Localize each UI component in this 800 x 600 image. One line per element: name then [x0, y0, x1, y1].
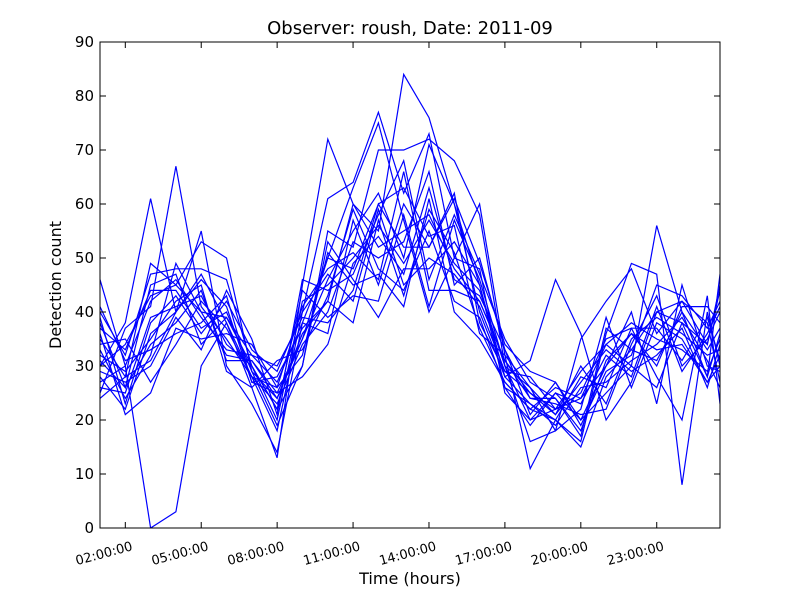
series-line-19 [100, 171, 720, 410]
y-tick-label: 0 [84, 519, 94, 537]
y-axis: 0 10 20 30 40 50 60 70 80 90 [75, 33, 720, 537]
y-tick-label: 50 [75, 249, 94, 267]
series-line-20 [100, 197, 720, 422]
y-tick-label: 10 [75, 465, 94, 483]
series-line-6 [100, 219, 720, 422]
y-tick-label: 20 [75, 411, 94, 429]
y-tick-label: 30 [75, 357, 94, 375]
series-line-10 [100, 207, 720, 416]
chart-title: Observer: roush, Date: 2011-09 [267, 18, 553, 39]
x-axis-label: Time (hours) [358, 569, 461, 588]
y-tick-label: 70 [75, 141, 94, 159]
y-axis-label: Detection count [46, 221, 65, 349]
series-line-14 [100, 240, 720, 427]
series-line-4 [100, 138, 720, 443]
series-line-3 [100, 110, 720, 433]
y-tick-label: 40 [75, 303, 94, 321]
y-tick-label: 90 [75, 33, 94, 51]
series-line-7 [100, 186, 720, 432]
series-group [100, 72, 720, 528]
series-line-5 [100, 142, 720, 422]
series-line-16 [100, 212, 720, 416]
y-tick-label: 60 [75, 195, 94, 213]
series-line-13 [100, 191, 720, 411]
series-line-12 [100, 169, 720, 427]
y-tick-label: 80 [75, 87, 94, 105]
plot-frame [99, 41, 721, 529]
